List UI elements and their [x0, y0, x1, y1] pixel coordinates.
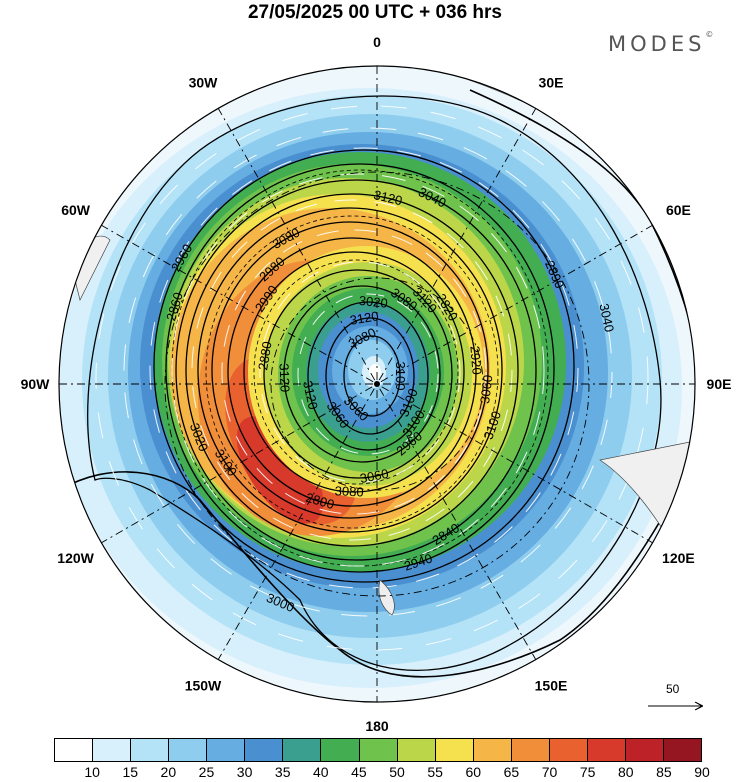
brand-mark: ©	[705, 30, 714, 39]
contour-label: 3020	[358, 293, 388, 311]
contour-label: 3120	[372, 187, 404, 208]
colorbar-tick-label: 45	[351, 764, 367, 780]
colorbar-tick-label: 85	[656, 764, 672, 780]
contour-label: 3120	[349, 308, 380, 328]
colorbar-tick-label: 20	[160, 764, 177, 780]
pole-marker	[374, 381, 380, 387]
contour-label: 2920	[467, 345, 484, 375]
colorbar-cell	[321, 739, 360, 761]
colorbar-cell	[245, 739, 284, 761]
contour-label: 3060	[477, 374, 495, 405]
colorbar-tick-label: 65	[503, 764, 520, 780]
longitude-label: 60E	[666, 202, 691, 218]
longitude-label: 30E	[539, 75, 564, 91]
longitude-label: 60W	[61, 202, 91, 218]
colorbar-tick-label: 15	[122, 764, 139, 780]
map-title: 27/05/2025 00 UTC + 036 hrs	[247, 2, 503, 23]
longitude-labels: 0 30E 60E 90E 120E 150E 180 150W 120W 90W 60W 30W	[21, 34, 732, 734]
longitude-label: 120E	[662, 550, 695, 566]
contour-label: 2880	[255, 340, 274, 371]
contour-label: 3080	[334, 483, 364, 499]
colorbar-cell	[55, 739, 94, 761]
colorbar-tick-label: 55	[427, 764, 443, 780]
colorbar-cell	[283, 739, 322, 761]
colorbar-cell	[549, 739, 588, 761]
reference-vector-value: 50	[666, 682, 680, 696]
contour-label: 3040	[596, 302, 617, 333]
colorbar-cell	[625, 739, 664, 761]
colorbar-cell	[587, 739, 626, 761]
wind-speed-colorbar	[54, 738, 702, 762]
colorbar-cell	[131, 739, 170, 761]
colorbar-cell	[435, 739, 474, 761]
reference-arrow-icon	[648, 701, 704, 711]
brand-text: MODES	[608, 32, 706, 56]
reference-vector: 50	[640, 682, 710, 712]
longitude-label: 30W	[189, 75, 219, 91]
wind-streamlines	[95, 105, 649, 651]
colorbar-tick-label: 80	[617, 764, 634, 780]
longitude-label: 90W	[21, 376, 51, 392]
contour-label: 3120	[300, 379, 321, 410]
longitude-label: 150E	[535, 677, 568, 693]
longitude-label: 120W	[57, 550, 94, 566]
longitude-label: 90E	[707, 376, 732, 392]
brand-logo: MODES©	[608, 30, 714, 56]
longitude-label: 150W	[185, 677, 222, 693]
colorbar-cell	[664, 739, 702, 761]
colorbar-tick-label: 10	[84, 764, 100, 780]
contour-label: 3100	[393, 362, 408, 391]
colorbar-tick-label: 50	[389, 764, 405, 780]
colorbar-tick-label: 60	[465, 764, 482, 780]
longitude-label: 0	[373, 34, 381, 50]
geopotential-contours	[59, 89, 695, 678]
colorbar-tick-label: 25	[198, 764, 215, 780]
colorbar-cell	[93, 739, 132, 761]
colorbar-cell	[359, 739, 398, 761]
colorbar-tick-label: 70	[541, 764, 558, 780]
colorbar-tick-label: 75	[579, 764, 596, 780]
colorbar-cell	[473, 739, 512, 761]
colorbar-cell	[207, 739, 246, 761]
contour-label: 3120	[277, 363, 293, 392]
contour-label: 3060	[359, 466, 390, 486]
colorbar-cell	[511, 739, 550, 761]
colorbar-tick-label: 35	[274, 764, 291, 780]
colorbar-tick-label: 30	[236, 764, 253, 780]
colorbar-ticks: 10 15 20 25 30 35 40 45 50 55 60 65 70 75 80 85 90	[54, 764, 709, 782]
longitude-label: 180	[365, 718, 389, 734]
map-border	[58, 65, 696, 703]
colorbar-cell	[397, 739, 436, 761]
colorbar-cell	[169, 739, 208, 761]
colorbar-tick-label: 40	[313, 764, 329, 780]
colorbar-tick-label: 90	[694, 764, 710, 780]
